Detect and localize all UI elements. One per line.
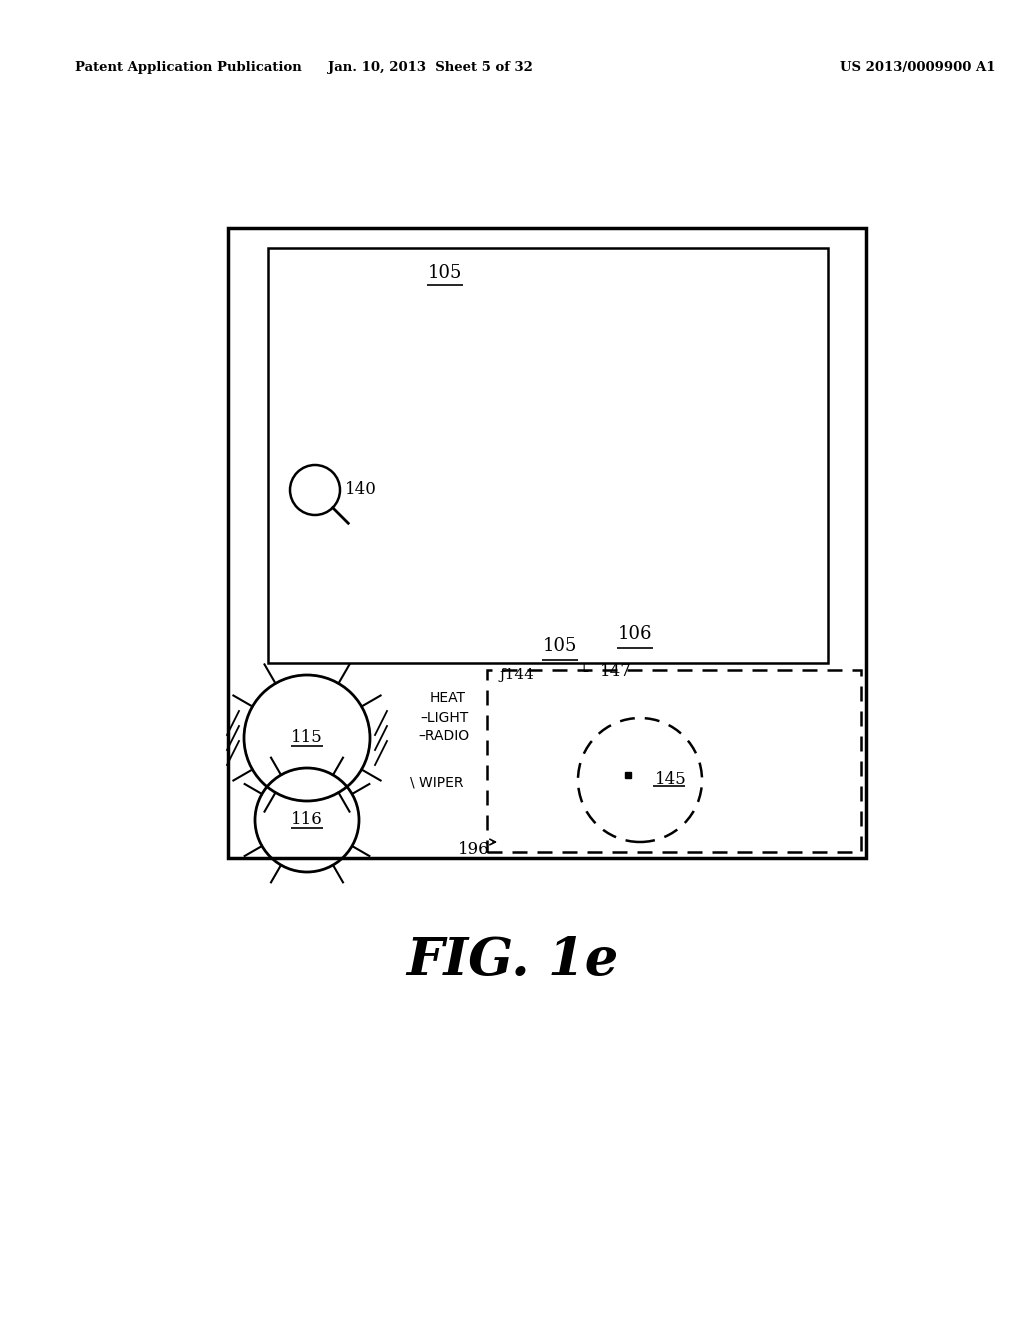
Text: \ WIPER: \ WIPER [410, 775, 464, 789]
Text: └: └ [580, 665, 588, 678]
Text: Patent Application Publication: Patent Application Publication [75, 62, 302, 74]
Text: 105: 105 [543, 638, 578, 655]
Text: Jan. 10, 2013  Sheet 5 of 32: Jan. 10, 2013 Sheet 5 of 32 [328, 62, 532, 74]
Text: US 2013/0009900 A1: US 2013/0009900 A1 [840, 62, 995, 74]
Text: 116: 116 [291, 812, 323, 829]
Bar [268, 248, 828, 663]
Text: –LIGHT: –LIGHT [420, 711, 468, 725]
Text: HEAT: HEAT [430, 690, 466, 705]
Text: 145: 145 [655, 771, 687, 788]
Bar [228, 228, 866, 858]
Text: 106: 106 [617, 624, 652, 643]
Bar [487, 671, 861, 851]
Text: 105: 105 [428, 264, 462, 282]
Text: ƒ144: ƒ144 [499, 668, 534, 682]
Text: –RADIO: –RADIO [418, 729, 469, 743]
Text: 147: 147 [600, 664, 632, 681]
Text: FIG. 1e: FIG. 1e [406, 935, 618, 986]
Text: 196: 196 [459, 842, 490, 858]
Text: 115: 115 [291, 730, 323, 747]
Text: 140: 140 [345, 482, 377, 499]
